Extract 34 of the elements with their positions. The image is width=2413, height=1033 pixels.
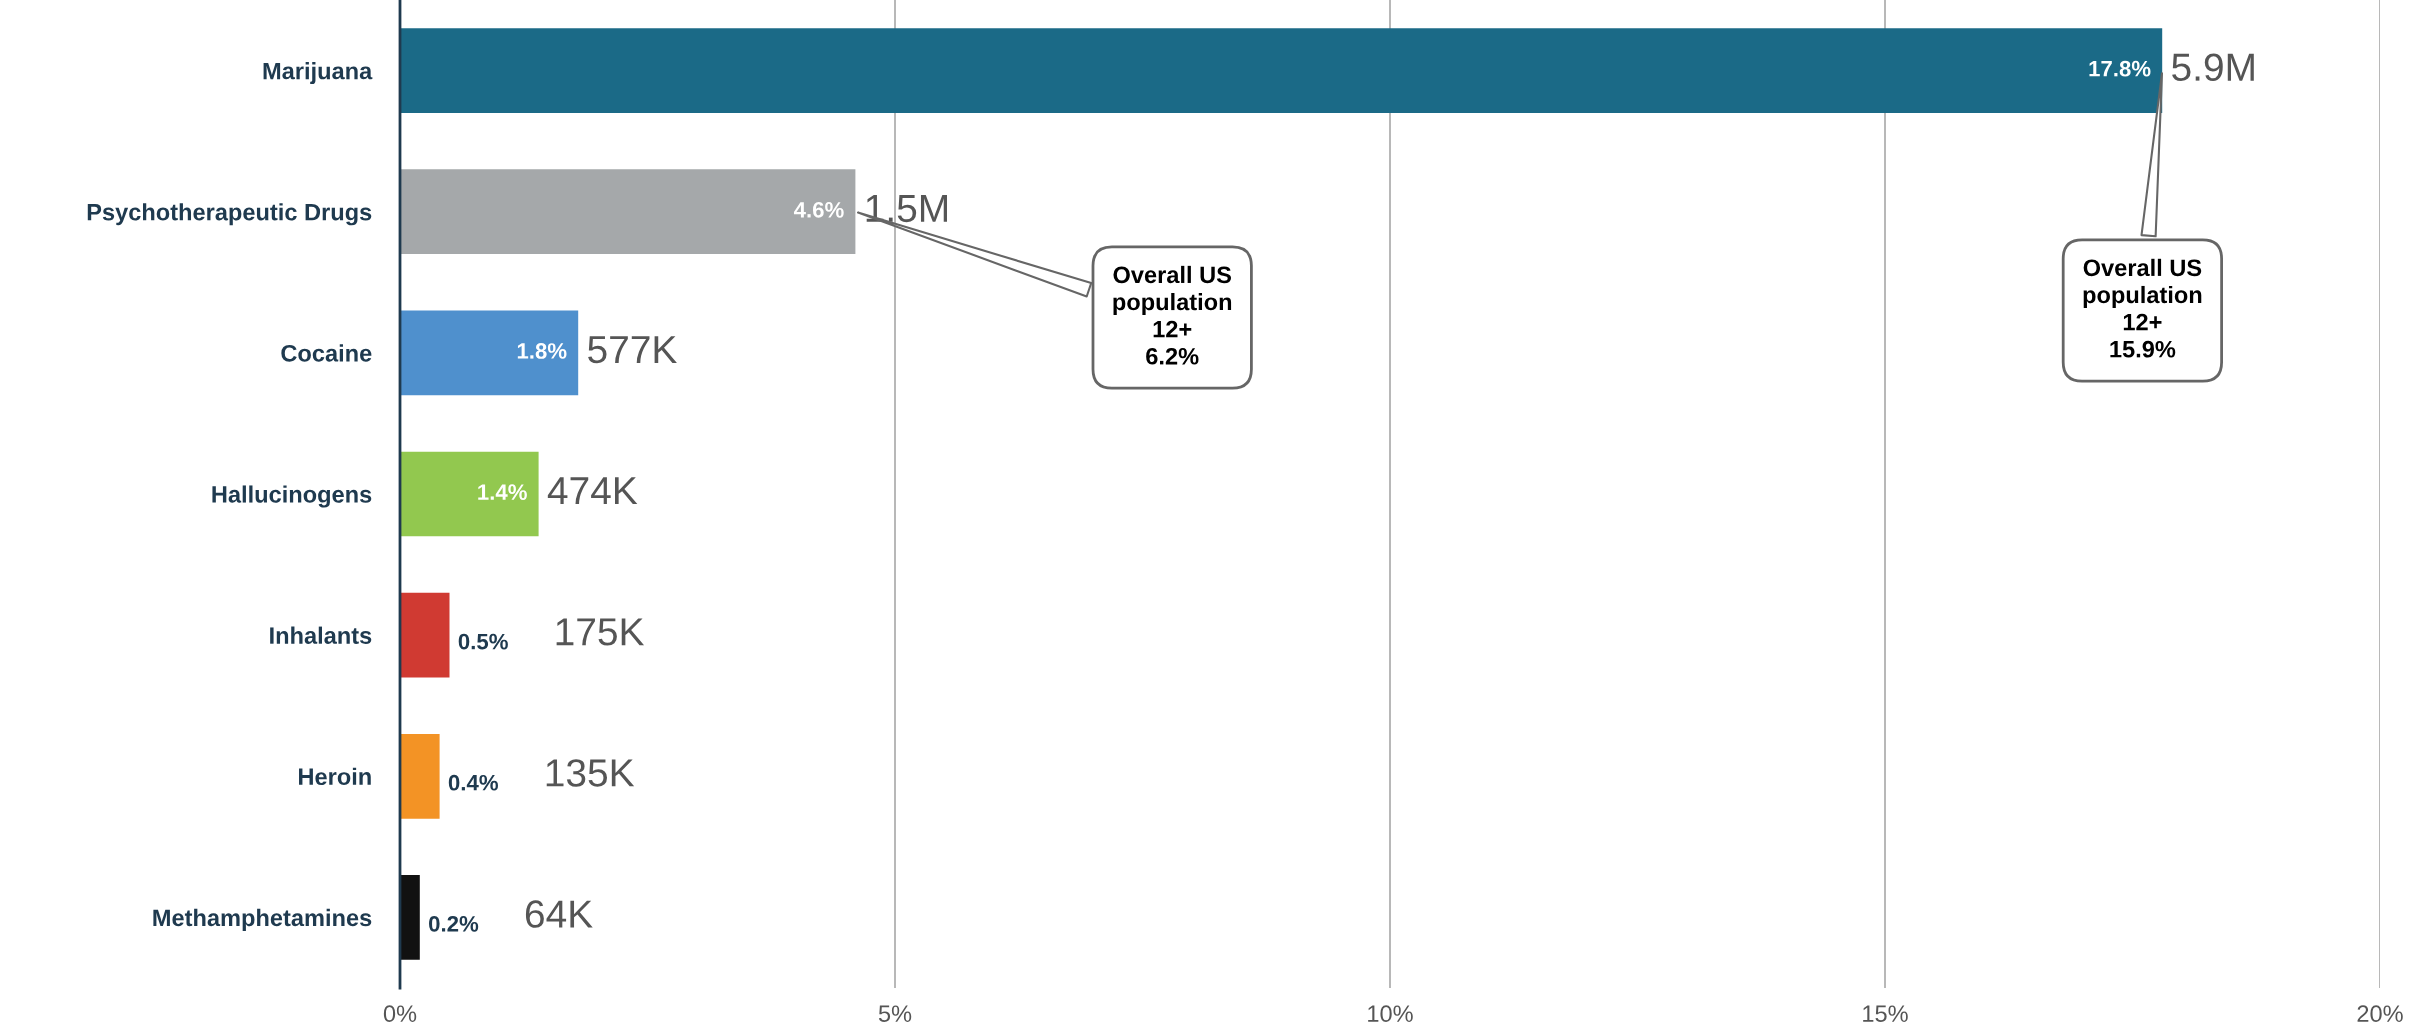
- y-tick-label: Cocaine: [281, 344, 372, 362]
- y-tick-label: Psychotherapeutic Drugs: [87, 203, 372, 226]
- y-tick-label: Methamphetamines: [153, 908, 372, 931]
- data-label: 17.8%: [2089, 60, 2151, 77]
- annotation: 175K: [556, 618, 645, 646]
- bar: [400, 733, 440, 819]
- data-label: 0.5%: [458, 633, 508, 650]
- bar: [400, 451, 539, 537]
- annotation: 577K: [588, 336, 677, 364]
- x-tick-label: 5%: [878, 1005, 912, 1023]
- data-label: 4.6%: [793, 201, 844, 218]
- x-tick-label: 15%: [1863, 1005, 1908, 1023]
- bar: [400, 310, 579, 396]
- annotation: Overall US population 12+ 6.2%: [1113, 265, 1232, 365]
- y-tick-label: Heroin: [299, 767, 371, 786]
- x-tick-label: 20%: [2357, 1005, 2403, 1023]
- data-label: 0.2%: [429, 915, 479, 932]
- annotation: 1.5M: [866, 195, 947, 223]
- y-tick-label: Marijuana: [263, 62, 373, 85]
- annotation: Overall US population 12+ 15.9%: [2083, 258, 2202, 358]
- data-label: 1.8%: [517, 343, 567, 359]
- bar: [400, 28, 2163, 113]
- y-tick-label: Inhalants: [270, 626, 372, 644]
- bar: [400, 875, 420, 960]
- annotation: 64K: [525, 900, 593, 928]
- x-tick-label: 10%: [1368, 1005, 1413, 1023]
- data-label: 1.4%: [478, 484, 527, 500]
- x-tick-label: 0%: [383, 1005, 417, 1023]
- data-label: 0.4%: [448, 774, 498, 791]
- annotation: 135K: [546, 759, 635, 787]
- annotation: 5.9M: [2172, 53, 2254, 82]
- annotation: 474K: [547, 477, 638, 505]
- bar: [400, 592, 450, 678]
- y-tick-label: Hallucinogens: [212, 485, 372, 508]
